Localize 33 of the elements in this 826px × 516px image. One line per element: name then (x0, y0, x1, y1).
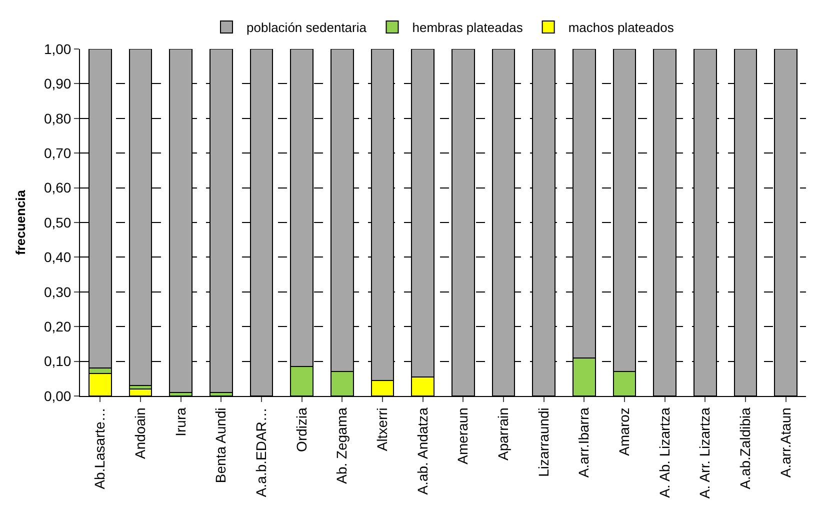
legend-label: hembras plateadas (412, 20, 524, 36)
x-tick-label: Ordizia (293, 407, 310, 452)
y-tick-label: 0,70 (44, 145, 72, 161)
x-tick-label: Lizarraundi (535, 408, 552, 477)
x-tick-label: Amaroz (616, 408, 632, 456)
y-tick-label: 0,40 (44, 249, 72, 266)
x-tick-label: A.a.b.EDAR… (253, 408, 270, 498)
x-tick-label: Ab. Zegama (334, 407, 350, 484)
y-tick-label: 0,20 (44, 318, 72, 334)
x-tick-label: A. Ab. Lizartza (656, 407, 672, 498)
x-tick-label: A.ab.Zaldibia (737, 407, 754, 490)
y-tick-label: 0,60 (44, 180, 72, 196)
y-tick-label: 0,00 (44, 388, 72, 404)
x-tick-label: A. Arr. Lizartza (696, 407, 713, 499)
legend-label: población sedentaria (246, 20, 368, 36)
x-tick-label: Andoain (132, 408, 148, 459)
x-tick-label: Benta Aundi (212, 408, 229, 484)
x-tick-label: A.arr.Ibarra (576, 407, 592, 478)
y-tick-label: 0,30 (44, 284, 72, 300)
x-tick-label: Ab.Lasarte… (92, 408, 108, 490)
x-tick-label: Aparrain (495, 408, 512, 461)
x-tick-label: A.arr.Ataun (777, 408, 794, 478)
x-tick-label: Irura (172, 407, 188, 436)
y-axis-title: frecuencia (12, 189, 28, 256)
y-tick-label: 0,50 (44, 214, 72, 230)
x-tick-label: Altxerri (374, 408, 390, 452)
y-tick-label: 1,00 (44, 40, 72, 57)
x-tick-label: Ameraun (454, 408, 471, 464)
x-tick-label: A.ab. Andatza (414, 407, 430, 495)
y-tick-label: 0,80 (44, 110, 72, 126)
y-tick-label: 0,10 (44, 353, 72, 370)
y-tick-label: 0,90 (44, 76, 72, 92)
legend-label: machos plateados (568, 20, 674, 36)
